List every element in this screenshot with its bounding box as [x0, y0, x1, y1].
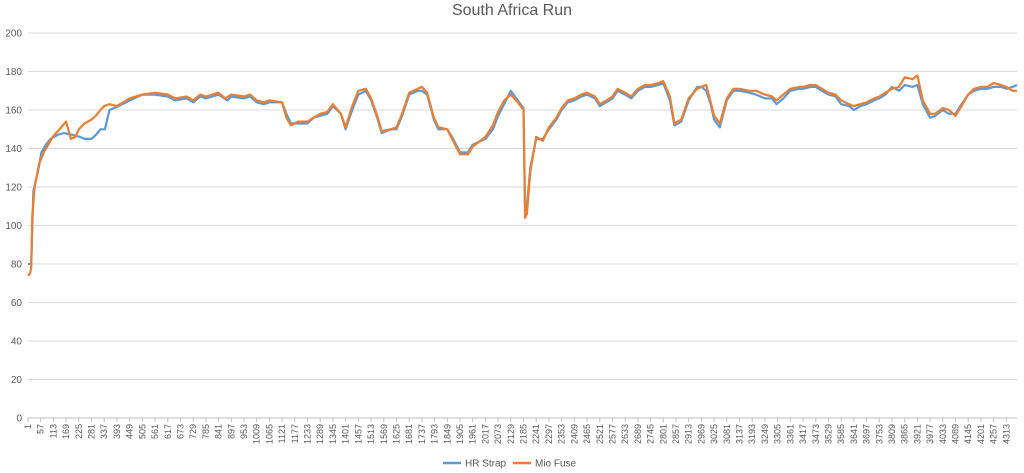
x-tick-label: 1: [23, 424, 33, 429]
x-tick-label: 2969: [696, 424, 706, 444]
y-tick-label: 140: [5, 144, 22, 155]
x-tick-label: 449: [125, 424, 135, 439]
x-tick-label: 897: [226, 424, 236, 439]
x-tick-label: 3193: [747, 424, 757, 444]
x-tick-label: 3137: [735, 424, 745, 444]
x-tick-label: 841: [214, 424, 224, 439]
x-tick-label: 2409: [569, 424, 579, 444]
series-line-mio-fuse: [27, 74, 1017, 277]
x-tick-label: 1681: [404, 424, 414, 444]
x-tick-label: 3865: [900, 424, 910, 444]
x-tick-label: 2633: [620, 424, 630, 444]
legend-label-mio-fuse: Mio Fuse: [535, 459, 577, 470]
x-tick-label: 169: [61, 424, 71, 439]
y-tick-label: 0: [16, 414, 22, 425]
x-tick-label: 785: [201, 424, 211, 439]
x-tick-label: 2297: [544, 424, 554, 444]
x-tick-label: 2073: [493, 424, 503, 444]
x-tick-label: 2857: [671, 424, 681, 444]
x-tick-label: 1905: [455, 424, 465, 444]
x-tick-label: 3585: [836, 424, 846, 444]
x-tick-label: 2521: [595, 424, 605, 444]
x-tick-label: 1345: [328, 424, 338, 444]
x-tick-label: 3977: [925, 424, 935, 444]
x-tick-label: 2577: [607, 424, 617, 444]
x-tick-label: 1513: [366, 424, 376, 444]
x-tick-label: 337: [99, 424, 109, 439]
x-tick-label: 4089: [951, 424, 961, 444]
x-tick-label: 113: [48, 424, 58, 438]
y-tick-label: 20: [11, 375, 23, 386]
x-tick-label: 1793: [430, 424, 440, 444]
y-tick-label: 120: [5, 183, 22, 194]
x-tick-label: 2353: [557, 424, 567, 444]
y-tick-label: 100: [5, 221, 22, 232]
x-tick-label: 1849: [442, 424, 452, 444]
x-tick-label: 2801: [658, 424, 668, 444]
y-tick-label: 160: [5, 106, 22, 117]
x-tick-label: 3697: [862, 424, 872, 444]
legend-label-hr-strap: HR Strap: [465, 459, 507, 470]
x-tick-label: 1401: [341, 424, 351, 444]
x-tick-label: 4033: [938, 424, 948, 444]
y-tick-label: 200: [5, 29, 22, 40]
x-tick-label: 617: [163, 424, 173, 439]
x-tick-label: 4313: [1001, 424, 1011, 444]
x-tick-label: 3305: [773, 424, 783, 444]
chart-title: South Africa Run: [451, 2, 573, 19]
x-tick-label: 4257: [989, 424, 999, 444]
x-tick-label: 281: [87, 424, 97, 439]
x-tick-label: 3921: [912, 424, 922, 444]
x-tick-label: 3641: [849, 424, 859, 444]
y-tick-label: 40: [11, 337, 23, 348]
x-tick-label: 1457: [353, 424, 363, 444]
x-tick-label: 2017: [480, 424, 490, 444]
y-tick-label: 180: [5, 67, 22, 78]
x-tick-label: 2689: [633, 424, 643, 444]
x-tick-label: 2241: [531, 424, 541, 444]
x-tick-label: 2465: [582, 424, 592, 444]
x-tick-label: 673: [175, 424, 185, 439]
x-tick-label: 3249: [760, 424, 770, 444]
x-tick-label: 393: [112, 424, 122, 439]
x-tick-label: 1009: [252, 424, 262, 444]
x-tick-label: 2913: [684, 424, 694, 444]
x-tick-label: 1065: [264, 424, 274, 444]
x-tick-label: 3081: [722, 424, 732, 444]
x-tick-label: 3361: [785, 424, 795, 444]
x-tick-label: 3753: [874, 424, 884, 444]
x-tick-label: 953: [239, 424, 249, 439]
x-tick-label: 2129: [506, 424, 516, 444]
x-tick-label: 3025: [709, 424, 719, 444]
x-tick-label: 3417: [798, 424, 808, 444]
x-tick-label: 1737: [417, 424, 427, 444]
x-tick-label: 1289: [315, 424, 325, 444]
x-tick-label: 1233: [303, 424, 313, 444]
x-tick-label: 3473: [811, 424, 821, 444]
x-tick-label: 1625: [391, 424, 401, 444]
x-tick-label: 1569: [379, 424, 389, 444]
x-tick-label: 3809: [887, 424, 897, 444]
x-tick-label: 2745: [646, 424, 656, 444]
x-tick-label: 729: [188, 424, 198, 439]
x-tick-label: 1961: [468, 424, 478, 444]
x-tick-label: 4201: [976, 424, 986, 444]
y-tick-label: 80: [11, 260, 23, 271]
x-tick-label: 2185: [519, 424, 529, 444]
x-tick-label: 1121: [277, 424, 287, 443]
x-tick-label: 1177: [290, 424, 300, 443]
x-tick-label: 57: [36, 424, 46, 434]
x-tick-label: 4145: [963, 424, 973, 444]
y-tick-label: 60: [11, 298, 23, 309]
x-tick-label: 225: [74, 424, 84, 439]
x-tick-label: 505: [137, 424, 147, 439]
x-tick-label: 561: [150, 424, 160, 439]
x-tick-label: 3529: [823, 424, 833, 444]
